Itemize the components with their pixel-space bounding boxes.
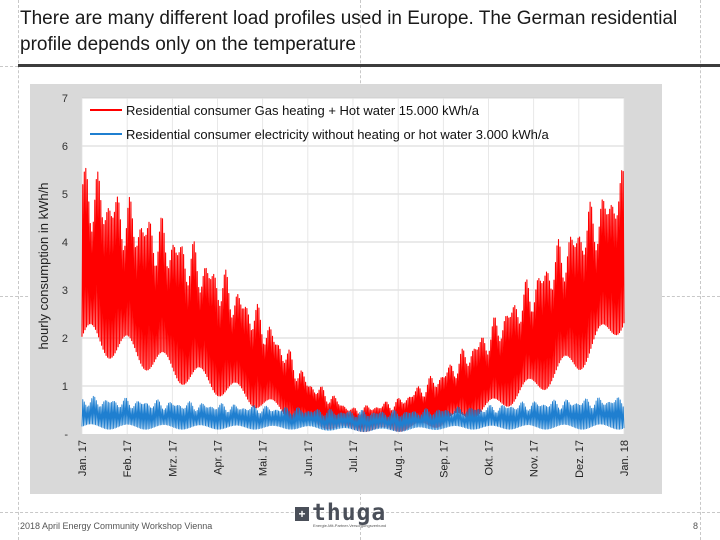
- guide-line: [18, 0, 19, 540]
- legend-label: Residential consumer electricity without…: [126, 127, 549, 142]
- guide-line: [700, 0, 701, 540]
- y-tick-label: 1: [62, 381, 68, 393]
- logo-tagline: Energie-Mit-Partner-Versorgungsverbund: [313, 523, 387, 528]
- load-profile-chart: - 1 2 3 4 5 6 7 Jan. 17 Feb. 17 Mrz. 17 Apr. 17 Mai.…: [30, 84, 662, 494]
- x-tick-label: Jul. 17: [348, 440, 360, 472]
- y-tick-label: 5: [62, 189, 68, 201]
- slide-title: There are many different load profiles u…: [20, 8, 678, 55]
- y-tick-label: 2: [62, 333, 68, 345]
- x-tick-label: Jan. 17: [77, 440, 89, 476]
- y-tick-label: 7: [62, 93, 68, 105]
- thuga-logo: + thuga Energie-Mit-Partner-Versorgungsv…: [295, 500, 425, 532]
- x-tick-label: Mrz. 17: [167, 440, 179, 477]
- x-tick-label: Jan. 18: [619, 440, 631, 476]
- x-tick-label: Aug. 17: [393, 440, 405, 478]
- y-tick-label: 6: [62, 141, 68, 153]
- legend-label: Residential consumer Gas heating + Hot w…: [126, 103, 480, 118]
- x-tick-label: Mai. 17: [258, 440, 270, 476]
- y-tick-label: -: [64, 429, 68, 441]
- x-tick-label: Dez. 17: [574, 440, 586, 478]
- page-number: 8: [692, 521, 698, 531]
- y-axis-label: hourly consumption in kWh/h: [36, 183, 51, 350]
- plus-icon: +: [295, 507, 309, 521]
- x-tick-label: Nov. 17: [529, 440, 541, 477]
- y-tick-label: 4: [62, 237, 68, 249]
- x-tick-label: Jun. 17: [303, 440, 315, 476]
- x-tick-label: Apr. 17: [213, 440, 225, 475]
- x-tick-label: Feb. 17: [122, 440, 134, 477]
- title-underline: [18, 64, 720, 67]
- series-electricity-line: [81, 395, 625, 433]
- footer-text: 2018 April Energy Community Workshop Vie…: [20, 521, 213, 531]
- x-tick-label: Okt. 17: [484, 440, 496, 475]
- logo-wordmark: thuga: [312, 500, 387, 526]
- y-tick-label: 3: [62, 285, 68, 297]
- x-tick-label: Sep. 17: [438, 440, 450, 478]
